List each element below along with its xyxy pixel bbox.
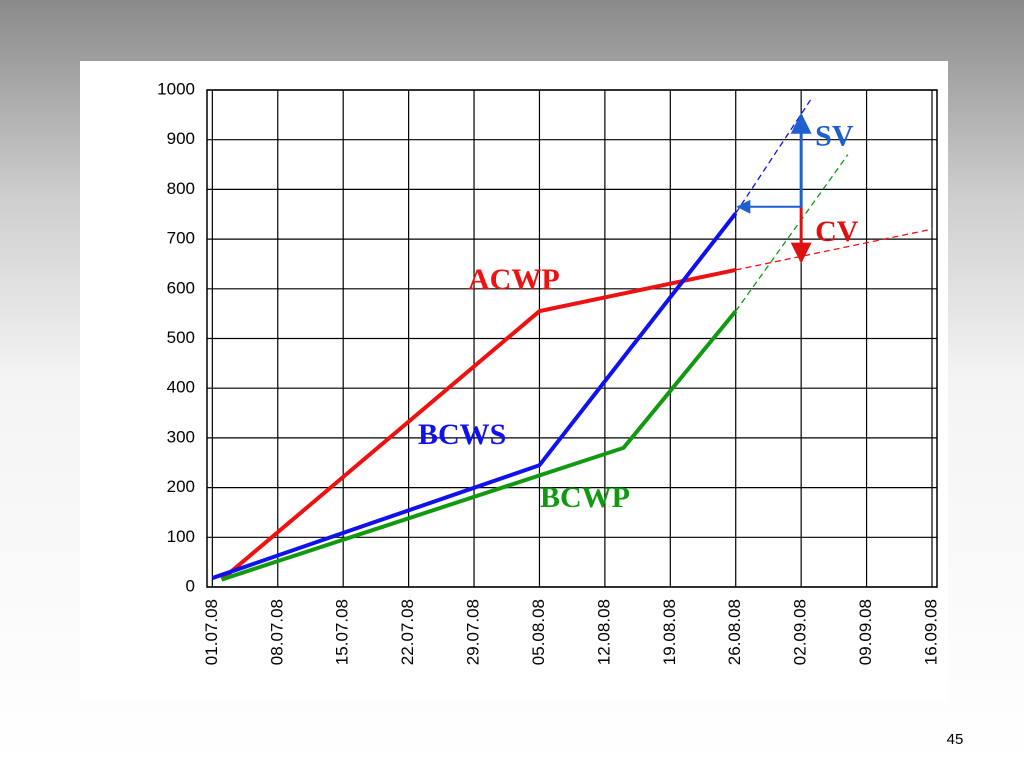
- series-label: ACWP: [468, 263, 560, 296]
- y-tick-label: 400: [167, 378, 195, 397]
- x-tick-label: 12.08.08: [594, 599, 613, 665]
- x-tick-label: 19.08.08: [660, 599, 679, 665]
- x-tick-label: 09.09.08: [856, 599, 875, 665]
- series-label: BCWP: [540, 481, 630, 514]
- series-line: [221, 309, 738, 582]
- x-tick-label: 15.07.08: [333, 599, 352, 665]
- y-tick-label: 900: [167, 129, 195, 148]
- x-tick-label: 29.07.08: [464, 599, 483, 665]
- y-tick-label: 100: [167, 527, 195, 546]
- series-label: BCWS: [418, 418, 506, 451]
- y-tick-label: 300: [167, 427, 195, 446]
- variance-label: CV: [815, 215, 859, 248]
- projection-line: [735, 228, 933, 271]
- projection-line: [735, 154, 849, 312]
- y-tick-label: 700: [167, 229, 195, 248]
- x-tick-label: 16.09.08: [921, 599, 940, 665]
- x-tick-label: 26.08.08: [725, 599, 744, 665]
- x-tick-label: 08.07.08: [267, 599, 286, 665]
- x-tick-label: 05.08.08: [529, 599, 548, 665]
- y-tick-label: 1000: [157, 79, 195, 98]
- series-line: [220, 267, 737, 582]
- x-tick-label: 02.09.08: [791, 599, 810, 665]
- x-tick-label: 22.07.08: [398, 599, 417, 665]
- series-line: [211, 212, 738, 580]
- y-tick-label: 500: [167, 328, 195, 347]
- variance-label: SV: [815, 120, 854, 153]
- x-tick-label: 01.07.08: [202, 599, 221, 665]
- y-tick-label: 0: [186, 576, 195, 595]
- page-number: 45: [947, 731, 964, 748]
- y-tick-label: 800: [167, 179, 195, 198]
- y-tick-label: 600: [167, 278, 195, 297]
- y-tick-label: 200: [167, 477, 195, 496]
